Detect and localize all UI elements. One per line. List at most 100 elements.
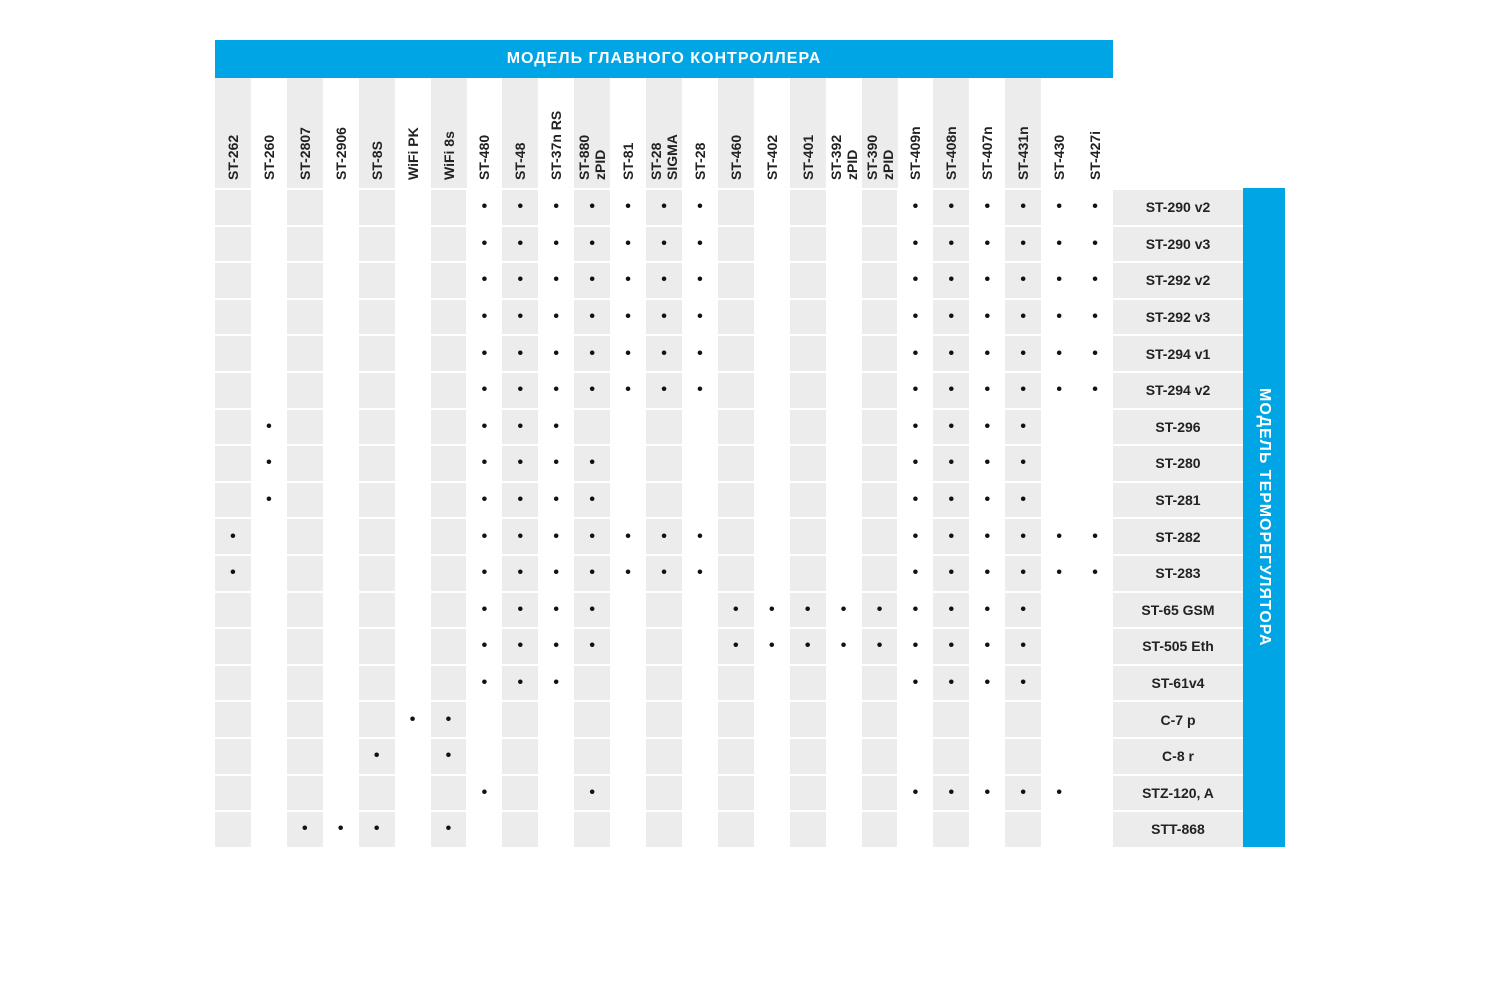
matrix-cell [395,298,431,335]
matrix-cell: • [969,774,1005,811]
matrix-cell [718,517,754,554]
matrix-cell [718,554,754,591]
matrix-cell [862,188,898,225]
matrix-cell [897,700,933,737]
matrix-cell: • [969,408,1005,445]
matrix-cell [395,188,431,225]
matrix-cell [251,737,287,774]
matrix-cell [718,225,754,262]
matrix-cell [862,774,898,811]
matrix-cell [862,554,898,591]
matrix-cell [251,225,287,262]
matrix-cell: • [969,517,1005,554]
matrix-cell [431,517,467,554]
matrix-cell: • [897,408,933,445]
matrix-cell: • [538,298,574,335]
matrix-cell: • [215,517,251,554]
matrix-cell [610,481,646,518]
matrix-cell [718,371,754,408]
matrix-cell [718,444,754,481]
matrix-cell: • [933,188,969,225]
matrix-cell: • [897,517,933,554]
column-header: ST-431n [1005,78,1041,188]
matrix-cell [826,700,862,737]
matrix-cell [826,408,862,445]
matrix-cell: • [502,298,538,335]
matrix-cell [431,664,467,701]
row-labels: ST-290 v2ST-290 v3ST-292 v2ST-292 v3ST-2… [1113,188,1243,847]
matrix-cell [790,371,826,408]
matrix-cell: • [1041,774,1077,811]
matrix-cell [646,627,682,664]
top-title: МОДЕЛЬ ГЛАВНОГО КОНТРОЛЛЕРА [215,40,1113,78]
matrix-cell: • [431,700,467,737]
matrix-cell: • [502,334,538,371]
matrix-cell [215,261,251,298]
matrix-cell: • [359,737,395,774]
matrix-cell: • [969,225,1005,262]
matrix-cell [754,408,790,445]
matrix-cell [718,334,754,371]
matrix-cell [862,810,898,847]
matrix-cell: • [897,481,933,518]
matrix-cell: • [466,774,502,811]
matrix-cell: • [897,261,933,298]
matrix-cell: • [610,334,646,371]
matrix-cell: • [251,408,287,445]
matrix-cell [359,554,395,591]
matrix-cell [287,444,323,481]
matrix-cell [754,188,790,225]
matrix-cell [969,810,1005,847]
row-label: C-7 p [1113,700,1243,737]
matrix-cell [323,627,359,664]
matrix-cell [431,188,467,225]
matrix-cell [287,591,323,628]
column-header: ST-409n [897,78,933,188]
matrix-cell [502,737,538,774]
matrix-cell [359,188,395,225]
matrix-cell [790,554,826,591]
matrix-cell [682,627,718,664]
matrix-cell [682,700,718,737]
matrix-cell [359,225,395,262]
matrix-cell: • [646,554,682,591]
matrix-cell [718,188,754,225]
matrix-cell: • [502,444,538,481]
matrix-cell [359,261,395,298]
matrix-cell [323,774,359,811]
matrix-cell [251,591,287,628]
column-header: ST-8S [359,78,395,188]
matrix-cell [251,334,287,371]
matrix-cell: • [969,371,1005,408]
row-label: ST-61v4 [1113,664,1243,701]
row-label: ST-283 [1113,554,1243,591]
matrix-cell [574,664,610,701]
matrix-cell: • [933,261,969,298]
matrix-cell [718,298,754,335]
matrix-cell [790,664,826,701]
matrix-cell: • [897,554,933,591]
matrix-cell [933,737,969,774]
matrix-cell: • [1005,261,1041,298]
matrix-cell: • [466,225,502,262]
matrix-cell: • [538,554,574,591]
matrix-cell: • [323,810,359,847]
matrix-cell [790,225,826,262]
matrix-cell [251,700,287,737]
matrix-cell [646,664,682,701]
matrix-cell [790,298,826,335]
matrix-cell [610,700,646,737]
matrix-cell [646,444,682,481]
matrix-cell: • [431,810,467,847]
matrix-cell [251,517,287,554]
matrix-cell [287,664,323,701]
matrix-cell: • [502,408,538,445]
matrix-cell [862,298,898,335]
matrix-cell [790,188,826,225]
matrix-cell [251,188,287,225]
matrix-cell [610,810,646,847]
matrix-cell [538,810,574,847]
matrix-cell [395,774,431,811]
matrix-cell: • [682,188,718,225]
matrix-cell [574,737,610,774]
